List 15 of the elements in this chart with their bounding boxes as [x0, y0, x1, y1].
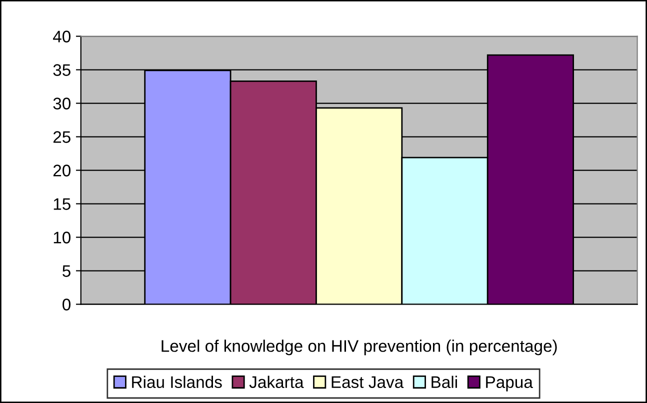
y-tick-label: 0	[62, 298, 70, 310]
legend-label: Jakarta	[249, 376, 304, 388]
legend-label: Bali	[432, 376, 457, 388]
legend-label: Papua	[486, 376, 533, 392]
legend-label: Riau Islands	[132, 376, 222, 388]
y-tick-label: 5	[62, 265, 70, 277]
y-tick-label: 15	[54, 198, 70, 210]
y-tick-label: 40	[53, 30, 71, 42]
y-tick-label: 25	[53, 131, 70, 143]
y-tick-label: 35	[53, 64, 70, 76]
y-tick-label: 30	[53, 98, 71, 110]
y-tick-label: 20	[53, 164, 71, 176]
legend-label: East Java	[332, 376, 404, 388]
y-tick-label: 10	[54, 232, 71, 244]
x-axis-title: Level of knowledge on HIV prevention (in percentage)	[162, 340, 557, 356]
